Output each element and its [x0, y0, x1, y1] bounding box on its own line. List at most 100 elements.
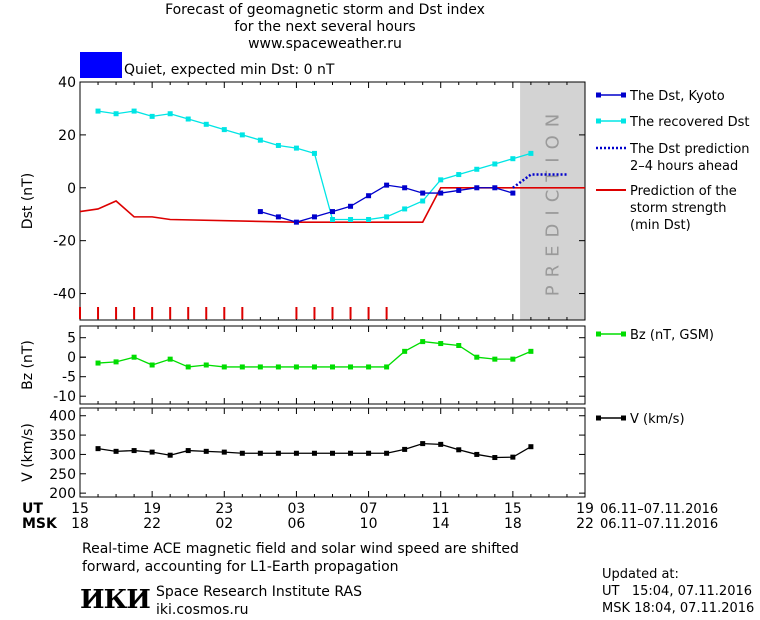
speed-point: [474, 451, 480, 457]
bz-point: [492, 356, 498, 362]
legend-recovered-marker: [596, 118, 601, 124]
speed-point: [257, 450, 263, 456]
y-axis-label: V (km/s): [20, 423, 36, 482]
y-axis-label: Dst (nT): [20, 173, 36, 229]
footnote: Real-time ACE magnetic field and solar w…: [82, 540, 519, 576]
recovered-dst-point: [456, 172, 462, 178]
bz-point: [131, 354, 137, 360]
v-panel: 400 350 300 250 200 V (km/s): [20, 407, 586, 502]
legend-v-marker: [621, 415, 626, 421]
dst-kyoto-point: [510, 190, 516, 196]
updated-msk: MSK 18:04, 07.11.2016: [602, 601, 755, 616]
legend-dst-kyoto-label: The Dst, Kyoto: [629, 89, 725, 104]
bz-point: [510, 356, 516, 362]
dst-kyoto-point: [330, 209, 335, 215]
bz-point: [221, 364, 227, 370]
y-tick-label: 20: [58, 128, 76, 144]
title-line-1: Forecast of geomagnetic storm and Dst in…: [165, 2, 485, 18]
bz-point: [203, 362, 209, 368]
bz-point: [113, 359, 119, 365]
recovered-dst-point: [131, 108, 137, 114]
bz-point: [348, 364, 354, 370]
speed-point: [311, 450, 317, 456]
recovered-dst-point: [239, 132, 245, 138]
ut-tick-label: 23: [215, 501, 233, 517]
speed-point: [528, 444, 534, 450]
y-tick-label: 250: [49, 467, 76, 483]
bz-line: [97, 340, 532, 368]
y-tick-label: -40: [53, 287, 76, 303]
ut-date-range: 06.11–07.11.2016: [600, 502, 718, 517]
msk-tick-label: 18: [71, 516, 89, 532]
bz-point: [95, 360, 101, 366]
speed-point: [420, 441, 426, 447]
ut-tick-label: 03: [288, 501, 306, 517]
bz-point: [402, 348, 408, 354]
y-tick-label: 5: [67, 331, 76, 347]
dst-kyoto-point: [275, 214, 281, 220]
speed-point: [456, 447, 462, 453]
msk-tick-label: 06: [288, 516, 306, 532]
y-tick-label: -20: [53, 234, 76, 250]
recovered-dst-point: [474, 166, 480, 172]
prediction-label: PREDICTION: [543, 106, 564, 296]
legend-prediction-label: 2–4 hours ahead: [630, 159, 738, 174]
bz-point: [275, 364, 281, 370]
speed-point: [402, 446, 408, 452]
legend-bz-marker: [596, 331, 601, 337]
msk-tick-label: 18: [504, 516, 522, 532]
speed-point: [221, 449, 227, 455]
legend-bz-marker: [621, 331, 626, 337]
updated-label: Updated at:: [602, 567, 679, 582]
speed-point: [203, 448, 209, 454]
legend-recovered-label: The recovered Dst: [629, 115, 749, 130]
speed-point: [185, 448, 191, 454]
ut-tick-label: 11: [432, 501, 450, 517]
recovered-dst-point: [384, 214, 390, 220]
bz-point: [167, 356, 173, 362]
bz-point: [384, 364, 390, 370]
y-axis-label: Bz (nT): [20, 340, 36, 390]
dst-kyoto-point: [420, 190, 426, 196]
recovered-dst-point: [257, 137, 263, 143]
status-swatch: [80, 52, 122, 78]
legend-dst-kyoto-marker: [621, 92, 626, 98]
msk-tick-label: 10: [360, 516, 378, 532]
dst-kyoto-point: [311, 214, 317, 220]
bz-point: [528, 348, 534, 354]
speed-point: [113, 448, 119, 454]
dst-panel: 40 20 0 -20 -40 Dst (nT) PREDICTION: [20, 75, 586, 321]
recovered-dst-point: [185, 116, 191, 122]
dst-prediction-line: [512, 173, 567, 189]
ut-tick-label: 19: [143, 501, 161, 517]
recovered-dst-point: [366, 217, 372, 223]
recovered-dst-point: [113, 111, 119, 117]
recovered-dst-point: [167, 111, 173, 117]
bz-point: [366, 364, 372, 370]
iki-logo: ИКИ: [80, 585, 151, 615]
speed-point: [95, 446, 101, 452]
updated-ut: UT 15:04, 07.11.2016: [602, 584, 753, 599]
y-tick-label: 0: [67, 181, 76, 197]
recovered-dst-point: [420, 198, 426, 204]
ut-tick-label: 15: [504, 501, 522, 517]
footnote-line-1: Real-time ACE magnetic field and solar w…: [82, 541, 519, 557]
recovered-dst-point: [402, 206, 408, 212]
prediction-band: [520, 82, 585, 320]
legend-v-label: V (km/s): [630, 412, 685, 427]
ut-tick-label: 15: [71, 501, 89, 517]
recovered-dst-point: [275, 142, 281, 148]
y-tick-label: 300: [49, 447, 76, 463]
msk-tick-label: 22: [143, 516, 161, 532]
institute-url[interactable]: iki.cosmos.ru: [156, 602, 249, 618]
speed-point: [438, 441, 444, 447]
dst-kyoto-point: [257, 209, 263, 215]
institute-name: Space Research Institute RAS: [156, 584, 362, 600]
legend-prediction-label: The Dst prediction: [629, 142, 750, 157]
recovered-dst-point: [149, 113, 155, 119]
speed-point: [492, 455, 498, 461]
bz-point: [311, 364, 317, 370]
chart-title: Forecast of geomagnetic storm and Dst in…: [0, 2, 650, 53]
legend: The Dst, Kyoto The recovered Dst The Dst p…: [596, 89, 750, 427]
